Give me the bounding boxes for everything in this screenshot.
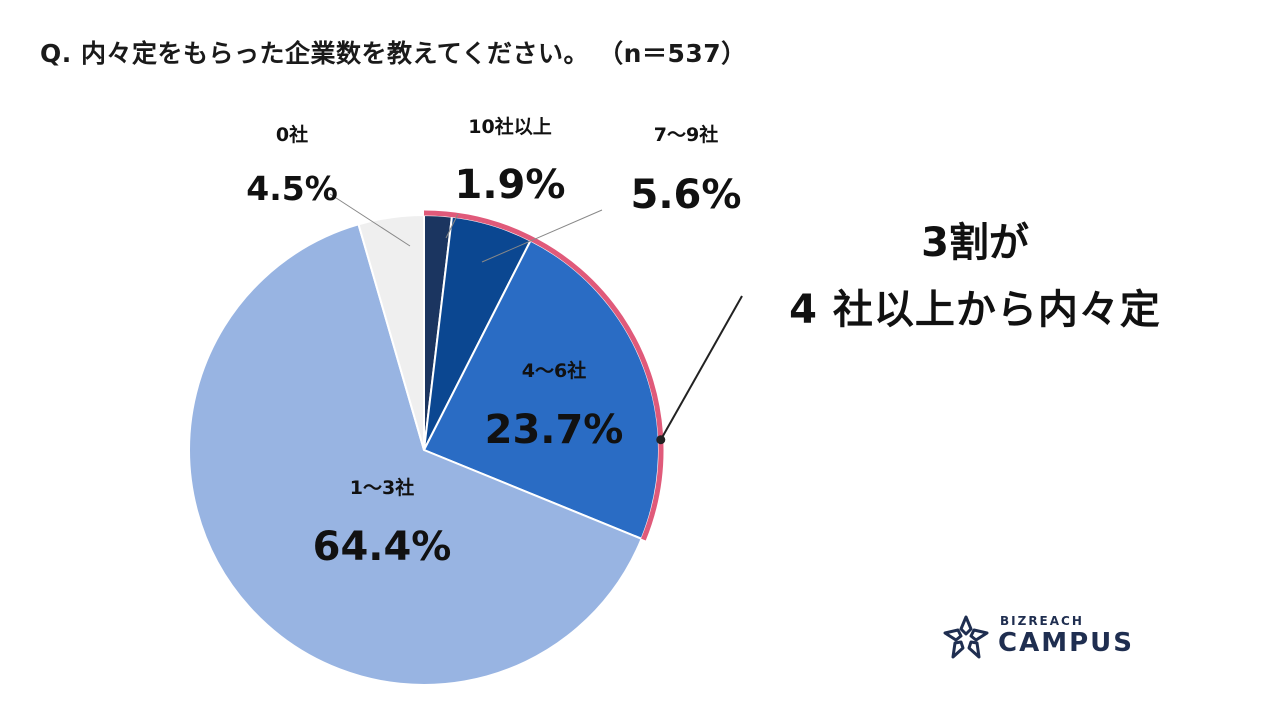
slice-value-3: 64.4% [313,524,452,570]
slice-label-4: 0社 [276,123,308,146]
slice-value-1: 5.6% [631,172,742,218]
callout-line-1: 3割が [921,220,1029,266]
flower-icon [943,615,989,659]
chart-title: Q. 内々定をもらった企業数を教えてください。 （n＝537） [40,39,747,68]
brand-subtitle: BIZREACH [1000,614,1084,628]
pie-slice-4 [357,213,425,451]
leader-line-0 [445,213,459,239]
slice-value-4: 4.5% [246,169,338,208]
highlight-callout: 3割が 4 社以上から内々定 [740,218,1210,338]
slice-value-2: 23.7% [485,407,624,453]
slice-label-2: 4〜6社 [522,359,586,382]
slice-label-3: 1〜3社 [350,476,414,499]
slice-value-0: 1.9% [455,162,566,208]
callout-pointer-line [659,295,743,441]
callout-line-2: 4 社以上から内々定 [789,287,1161,333]
brand-name: CAMPUS [998,628,1134,658]
brand-logo: BIZREACH CAMPUS [940,612,1140,664]
callout-pointer-dot [656,435,666,445]
highlight-arc [423,210,664,541]
leader-line-4 [329,193,411,247]
slice-label-0: 10社以上 [468,115,551,138]
leader-line-1 [481,209,603,263]
slice-label-1: 7〜9社 [654,123,718,146]
pie-slice-3 [188,223,643,686]
